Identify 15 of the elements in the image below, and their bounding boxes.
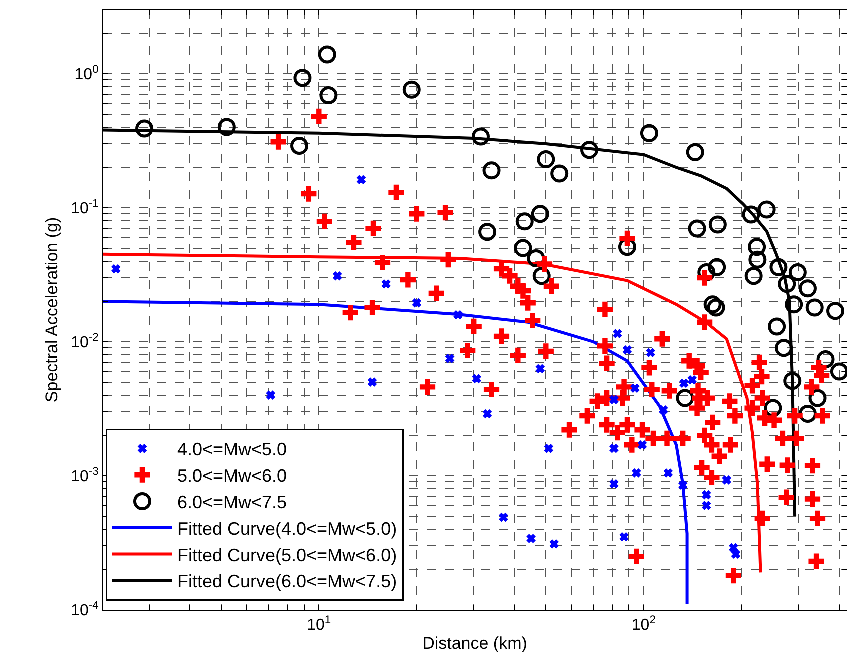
- y-axis-title: Spectral Acceleration (g): [42, 217, 62, 403]
- legend-label: Fitted Curve(4.0<=Mw<5.0): [177, 518, 398, 539]
- y-tick-label: 10$^{-1}$: [71, 198, 99, 218]
- x-tick-label: 10$^{2}$: [632, 614, 656, 634]
- legend-label: 4.0<=Mw<5.0: [177, 440, 288, 460]
- legend-label: 6.0<=Mw<7.5: [177, 492, 288, 513]
- y-tick-label: 10$^{-2}$: [71, 332, 99, 352]
- legend-label: Fitted Curve(5.0<=Mw<6.0): [177, 545, 398, 566]
- x-axis-title: Distance (km): [422, 634, 528, 653]
- x-tick-label: 10$^{1}$: [307, 614, 332, 634]
- legend-label: Fitted Curve(6.0<=Mw<7.5): [177, 572, 398, 592]
- y-tick-label: 10$^{-3}$: [71, 466, 99, 486]
- legend-label: 5.0<=Mw<6.0: [177, 466, 288, 486]
- y-tick-label: 10$^{0}$: [74, 64, 99, 84]
- y-tick-label: 10$^{-4}$: [71, 600, 99, 620]
